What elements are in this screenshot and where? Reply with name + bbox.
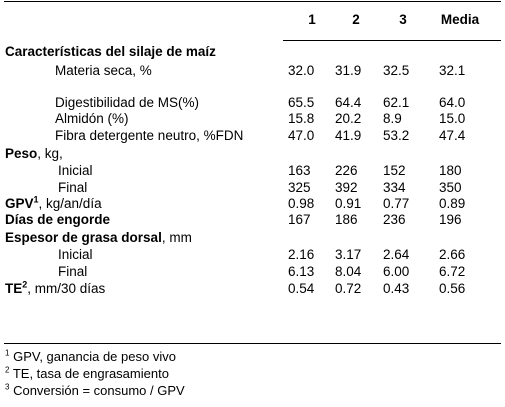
cell-value: 0.72 <box>335 281 362 296</box>
cell-value: 186 <box>335 212 358 227</box>
cell-value: 334 <box>383 180 406 195</box>
gpv-bold: GPV <box>5 196 34 211</box>
cell-value: 31.9 <box>335 63 362 78</box>
section-title-peso-bold: Peso <box>5 146 38 161</box>
cell-value: 3.17 <box>335 247 362 262</box>
row-label-almidon: Almidón (%) <box>55 111 129 126</box>
cell-value: 6.72 <box>439 264 466 279</box>
footnote-3-text: Conversión = consumo / GPV <box>13 383 185 398</box>
cell-value: 2.66 <box>439 247 466 262</box>
footnote-1: 1 GPV, ganancia de peso vivo <box>5 349 176 364</box>
cell-value: 0.56 <box>439 281 466 296</box>
cell-value: 152 <box>383 163 406 178</box>
cell-value: 196 <box>439 212 462 227</box>
table-bottom-rule <box>4 343 501 344</box>
row-label-te: TE2, mm/30 días <box>5 279 106 297</box>
cell-value: 8.04 <box>335 264 362 279</box>
row-label-dias: Días de engorde <box>5 212 111 227</box>
cell-value: 62.1 <box>383 95 410 110</box>
row-label-espesor-inicial: Inicial <box>58 247 93 262</box>
cell-value: 32.5 <box>383 63 410 78</box>
row-label-materia-seca: Materia seca, % <box>55 63 152 78</box>
cell-value: 2.16 <box>288 247 315 262</box>
cell-value: 8.9 <box>383 111 402 126</box>
row-label-espesor-final: Final <box>58 264 88 279</box>
cell-value: 64.0 <box>439 95 466 110</box>
section-title-silaje: Características del silaje de maíz <box>5 44 216 59</box>
section-title-espesor: Espesor de grasa dorsal, mm <box>5 230 192 246</box>
cell-value: 180 <box>439 163 462 178</box>
cell-value: 2.64 <box>383 247 410 262</box>
cell-value: 6.00 <box>383 264 410 279</box>
header-rule <box>283 40 501 41</box>
gpv-footnote-mark: 1 <box>33 194 39 205</box>
cell-value: 53.2 <box>383 128 410 143</box>
cell-value: 6.13 <box>288 264 315 279</box>
espesor-bold: Espesor de grasa dorsal <box>5 230 162 245</box>
cell-value: 15.8 <box>288 111 315 126</box>
section-title-peso: Peso, kg, <box>5 146 63 162</box>
footnote-3: 3 Conversión = consumo / GPV <box>5 383 185 398</box>
header-col-2: 2 <box>352 12 360 27</box>
footnote-2-text: TE, tasa de engrasamiento <box>12 366 169 381</box>
footnote-2-mark: 2 <box>5 365 10 375</box>
footnote-1-mark: 1 <box>5 348 10 358</box>
cell-value: 392 <box>335 180 358 195</box>
cell-value: 0.77 <box>383 196 410 211</box>
row-label-peso-final: Final <box>58 180 88 195</box>
cell-value: 167 <box>288 212 311 227</box>
cell-value: 47.4 <box>439 128 466 143</box>
footnote-3-mark: 3 <box>5 382 10 392</box>
table-top-rule <box>4 1 501 2</box>
cell-value: 20.2 <box>335 111 362 126</box>
cell-value: 0.89 <box>439 196 466 211</box>
row-label-digestibilidad: Digestibilidad de MS(%) <box>55 95 200 110</box>
te-bold: TE <box>5 281 23 296</box>
gpv-unit: , kg/an/día <box>38 196 102 211</box>
row-label-gpv: GPV1, kg/an/día <box>5 194 102 212</box>
row-label-peso-inicial: Inicial <box>58 163 93 178</box>
cell-value: 163 <box>288 163 311 178</box>
espesor-unit: , mm <box>161 230 192 245</box>
cell-value: 32.1 <box>439 63 466 78</box>
footnote-2: 2 TE, tasa de engrasamiento <box>5 366 169 381</box>
header-col-3: 3 <box>399 12 407 27</box>
cell-value: 0.91 <box>335 196 362 211</box>
cell-value: 226 <box>335 163 358 178</box>
cell-value: 325 <box>288 180 311 195</box>
header-col-1: 1 <box>308 12 316 27</box>
cell-value: 65.5 <box>288 95 315 110</box>
cell-value: 64.4 <box>335 95 362 110</box>
cell-value: 236 <box>383 212 406 227</box>
cell-value: 0.54 <box>288 281 315 296</box>
footnote-1-text: GPV, ganancia de peso vivo <box>13 349 176 364</box>
header-col-media: Media <box>440 12 480 27</box>
cell-value: 350 <box>439 180 462 195</box>
cell-value: 32.0 <box>288 63 315 78</box>
cell-value: 47.0 <box>288 128 315 143</box>
section-title-peso-unit: , kg, <box>37 146 63 161</box>
cell-value: 0.43 <box>383 281 410 296</box>
te-unit: , mm/30 días <box>27 281 106 296</box>
cell-value: 41.9 <box>335 128 362 143</box>
row-label-fibra: Fibra detergente neutro, %FDN <box>55 128 244 143</box>
cell-value: 15.0 <box>439 111 466 126</box>
cell-value: 0.98 <box>288 196 315 211</box>
te-footnote-mark: 2 <box>22 279 28 290</box>
